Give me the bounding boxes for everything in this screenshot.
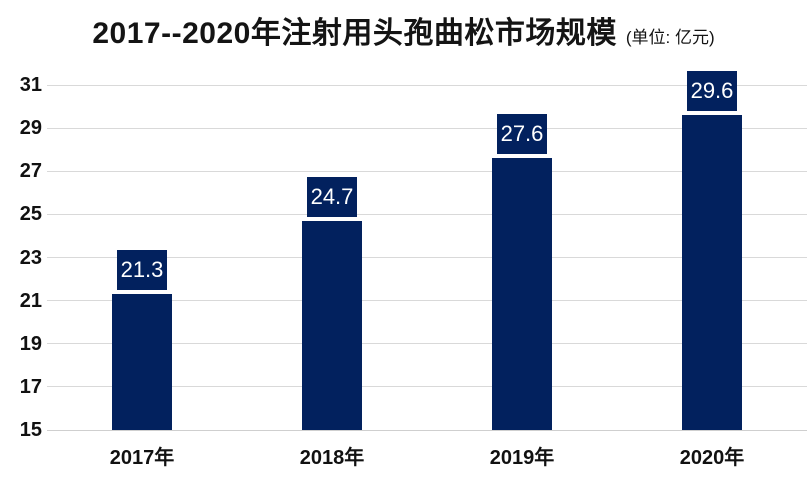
x-tick-label: 2019年 — [489, 447, 555, 469]
y-tick-label: 17 — [19, 375, 42, 398]
y-tick-label: 23 — [19, 246, 42, 269]
x-tick-label: 2020年 — [679, 447, 745, 469]
x-axis-line — [47, 429, 807, 431]
bar-value-label: 24.7 — [307, 176, 357, 217]
gridline — [47, 170, 807, 172]
y-tick-label: 19 — [19, 332, 42, 355]
bar — [112, 294, 172, 430]
gridline — [47, 343, 807, 345]
bar-value-label: 21.3 — [117, 250, 167, 291]
x-tick-label: 2017年 — [109, 447, 175, 469]
chart-title: 2017--2020年注射用头孢曲松市场规模 (单位: 亿元) — [0, 8, 807, 52]
chart-unit-label: (单位: 亿元) — [625, 28, 715, 47]
gridline — [47, 386, 807, 388]
y-tick-label: 25 — [19, 203, 42, 226]
gridline — [47, 257, 807, 258]
bar — [492, 158, 552, 430]
gridline — [47, 84, 807, 86]
gridline — [47, 127, 807, 129]
y-tick-label: 15 — [19, 419, 42, 441]
gridline — [47, 213, 807, 215]
y-tick-label: 21 — [19, 289, 42, 312]
gridline — [47, 300, 807, 302]
y-tick-label: 27 — [19, 160, 42, 183]
bar-value-label: 29.6 — [687, 71, 737, 112]
x-tick-label: 2018年 — [299, 447, 365, 469]
bar — [682, 115, 742, 430]
y-tick-label: 29 — [19, 117, 42, 140]
y-tick-label: 31 — [19, 74, 42, 96]
bar — [302, 220, 362, 430]
chart-title-text: 2017--2020年注射用头孢曲松市场规模 — [92, 17, 617, 50]
bar-value-label: 27.6 — [497, 114, 547, 155]
